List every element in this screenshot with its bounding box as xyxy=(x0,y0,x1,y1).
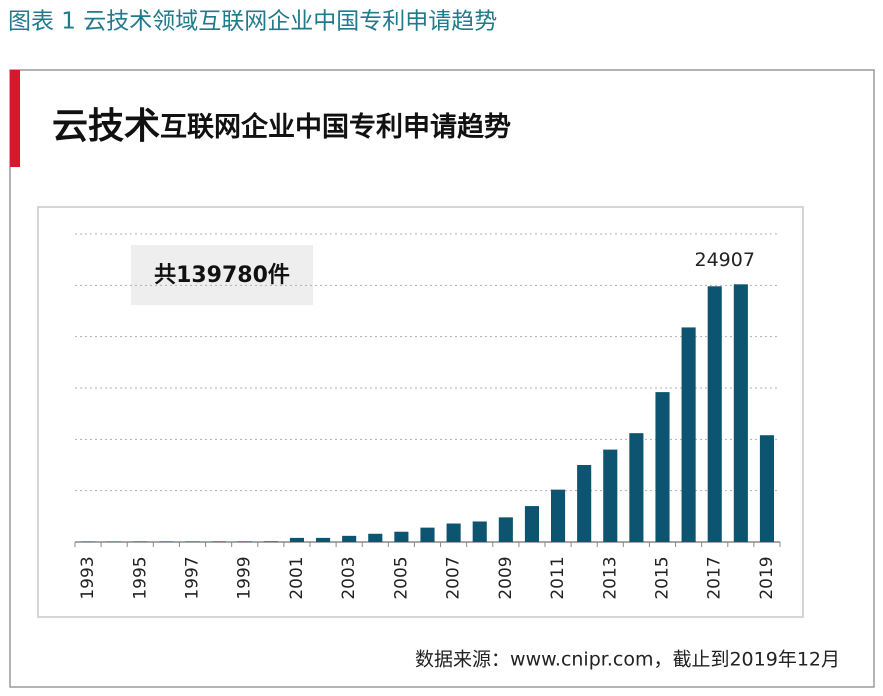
chart-title: 云技术互联网企业中国专利申请趋势 xyxy=(52,106,511,147)
bar xyxy=(759,435,774,542)
bar xyxy=(237,541,252,542)
annotation-box xyxy=(131,245,313,305)
x-tick-label: 2015 xyxy=(653,556,673,599)
bar xyxy=(289,537,304,542)
bar xyxy=(420,527,435,542)
x-tick-label: 2019 xyxy=(757,556,777,599)
bar xyxy=(577,465,592,542)
accent-bar xyxy=(10,70,20,167)
source: 数据来源：www.cnipr.com，截止到2019年12月 xyxy=(415,649,840,671)
figure-caption: 图表 1 云技术领域互联网企业中国专利申请趋势 xyxy=(8,9,497,35)
bar xyxy=(603,449,618,542)
x-tick-label: 2007 xyxy=(444,556,464,599)
x-tick-label: 1993 xyxy=(78,556,98,599)
annotation: 共139780件 xyxy=(154,263,290,288)
plot-frame xyxy=(37,206,804,618)
bar xyxy=(551,489,566,542)
bar xyxy=(655,392,670,542)
bar xyxy=(733,284,748,542)
x-tick-label: 2013 xyxy=(600,556,620,599)
x-tick-label: 1995 xyxy=(130,556,150,599)
x-tick-label: 1999 xyxy=(235,556,255,599)
x-tick-label: 1997 xyxy=(183,556,203,599)
title-main: 云技术 xyxy=(52,106,160,147)
bar xyxy=(446,523,461,542)
bar xyxy=(263,541,278,542)
bar xyxy=(498,517,513,542)
bar xyxy=(368,533,383,542)
bar xyxy=(394,531,409,542)
data-label: 24907 xyxy=(694,249,754,271)
x-tick-label: 2011 xyxy=(548,556,568,599)
bar xyxy=(524,506,539,542)
bar xyxy=(707,286,722,542)
x-tick-label: 2017 xyxy=(705,556,725,599)
bar xyxy=(472,521,487,542)
bar xyxy=(629,433,644,542)
x-tick-label: 2005 xyxy=(391,556,411,599)
bar xyxy=(681,327,696,542)
x-tick-label: 2003 xyxy=(339,556,359,599)
bar xyxy=(316,537,331,542)
x-tick-label: 2001 xyxy=(287,556,307,599)
title-rest: 互联网企业中国专利申请趋势 xyxy=(160,111,511,143)
outer-frame xyxy=(9,69,875,688)
bar xyxy=(211,541,226,542)
x-tick-label: 2009 xyxy=(496,556,516,599)
bar xyxy=(342,535,357,542)
